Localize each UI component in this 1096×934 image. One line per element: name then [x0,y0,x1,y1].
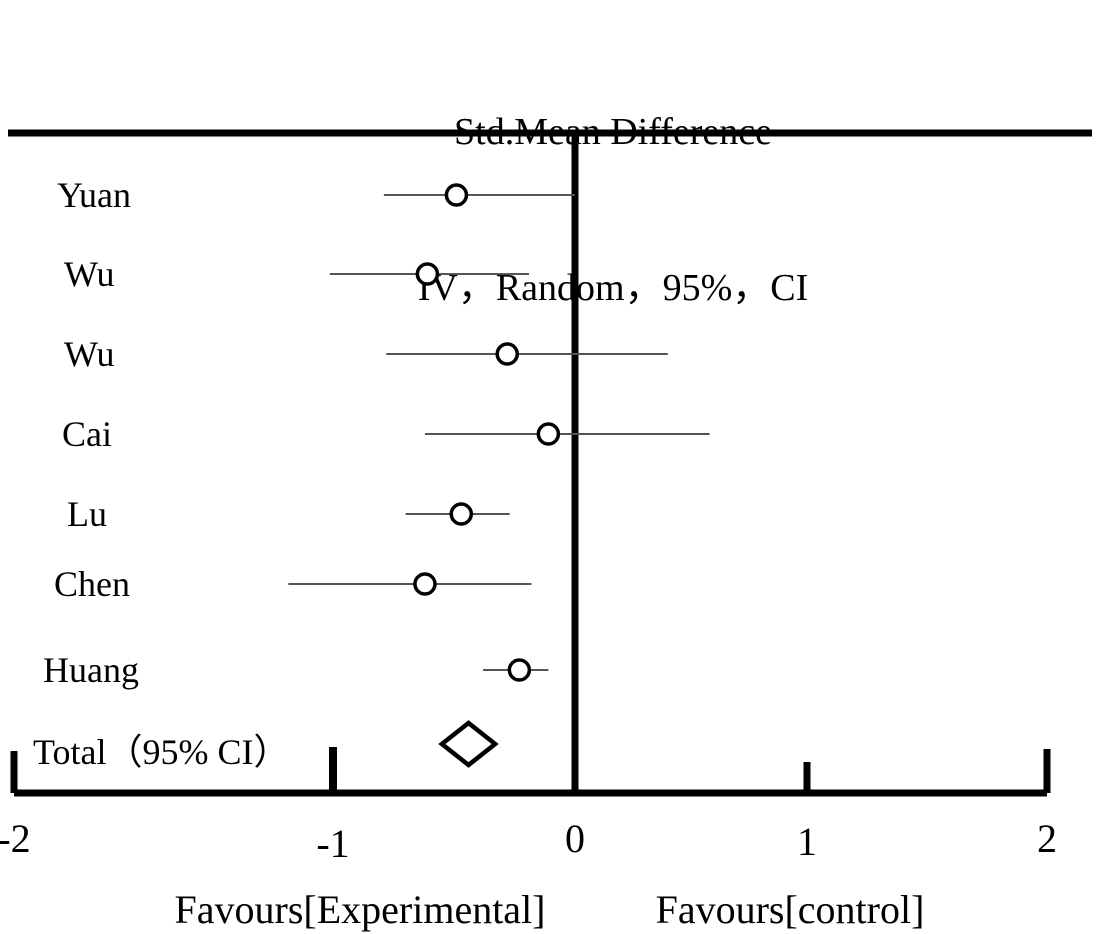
point-estimate-marker [507,658,532,682]
point-estimate-marker [415,262,440,286]
point-estimate-marker [536,422,561,446]
point-estimate-marker [495,342,519,366]
point-estimate-marker [449,502,474,526]
study-label: Wu [64,334,115,374]
study-label: Huang [43,650,139,690]
x-axis-tick-label: 1 [797,819,817,864]
study-label: Yuan [57,175,131,215]
summary-diamond [438,720,499,768]
study-label: Lu [67,494,107,534]
x-axis-tick-label: -1 [316,821,349,866]
favours-control-label: Favours[control] [655,887,925,932]
study-label: Chen [54,564,130,604]
point-estimate-marker [413,572,437,596]
study-label: Wu [64,254,115,294]
x-axis-tick-label: -2 [0,816,31,861]
x-axis-tick-label: 2 [1037,816,1057,861]
point-estimate-marker [444,183,469,207]
x-axis-tick-label: 0 [565,816,585,861]
total-label: Total（95% CI） [33,732,289,772]
favours-experimental-label: Favours[Experimental] [174,887,546,932]
study-label: Cai [62,414,112,454]
